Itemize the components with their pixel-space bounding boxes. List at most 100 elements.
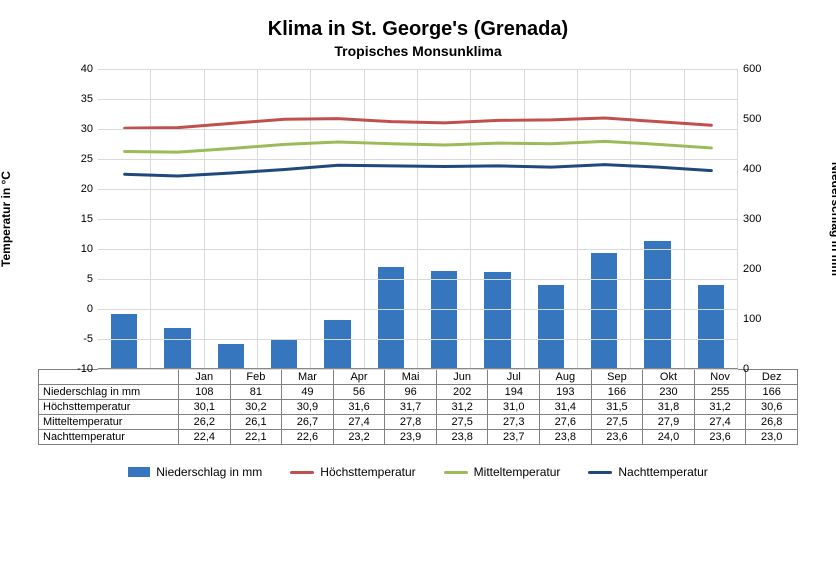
y1-tick: 40: [58, 63, 93, 75]
table-cell: 26,8: [746, 415, 798, 430]
legend-item: Niederschlag in mm: [128, 465, 262, 479]
y1-axis-label: Temperatur in °C: [0, 171, 13, 267]
table-cell: 27,3: [488, 415, 540, 430]
table-cell: 23,6: [694, 430, 746, 445]
table-cell: 194: [488, 385, 540, 400]
y1-tick: 35: [58, 93, 93, 105]
table-cell: 31,4: [540, 400, 592, 415]
legend-line-swatch: [588, 471, 612, 474]
table-cell: 23,9: [385, 430, 437, 445]
night-line: [125, 165, 712, 176]
table-cell: 27,8: [385, 415, 437, 430]
y1-tick: 15: [58, 213, 93, 225]
month-header: Jan: [179, 370, 231, 385]
high-line: [125, 118, 712, 128]
month-header: Mar: [282, 370, 334, 385]
table-cell: 23,0: [746, 430, 798, 445]
y2-tick: 300: [743, 213, 778, 225]
gridline: [98, 249, 738, 250]
legend-bar-swatch: [128, 467, 150, 477]
y1-tick: 0: [58, 303, 93, 315]
table-cell: 27,4: [333, 415, 385, 430]
table-cell: 31,5: [591, 400, 643, 415]
table-cell: 193: [540, 385, 592, 400]
table-cell: 23,8: [540, 430, 592, 445]
gridline: [98, 219, 738, 220]
month-header: Mai: [385, 370, 437, 385]
table-cell: 27,4: [694, 415, 746, 430]
table-cell: 26,7: [282, 415, 334, 430]
gridline: [98, 159, 738, 160]
table-cell: 24,0: [643, 430, 695, 445]
y2-tick: 400: [743, 163, 778, 175]
data-table: JanFebMarAprMaiJunJulAugSepOktNovDezNied…: [38, 369, 798, 445]
table-cell: 108: [179, 385, 231, 400]
chart-title: Klima in St. George's (Grenada): [20, 18, 816, 41]
table-cell: 23,6: [591, 430, 643, 445]
table-cell: 23,8: [436, 430, 488, 445]
table-row: Mitteltemperatur26,226,126,727,427,827,5…: [39, 415, 798, 430]
legend-line-swatch: [290, 471, 314, 474]
y1-tick: 25: [58, 153, 93, 165]
table-cell: 26,1: [230, 415, 282, 430]
table-cell: 166: [591, 385, 643, 400]
y2-tick: 100: [743, 313, 778, 325]
table-cell: 166: [746, 385, 798, 400]
legend-label: Nachttemperatur: [618, 465, 707, 479]
month-header: Apr: [333, 370, 385, 385]
table-cell: 31,7: [385, 400, 437, 415]
table-cell: 30,1: [179, 400, 231, 415]
y2-tick: 0: [743, 363, 778, 375]
chart-subtitle: Tropisches Monsunklima: [20, 43, 816, 59]
month-header: Jun: [436, 370, 488, 385]
table-cell: 31,2: [436, 400, 488, 415]
legend: Niederschlag in mmHöchsttemperaturMittel…: [20, 465, 816, 479]
table-cell: 26,2: [179, 415, 231, 430]
table-cell: 23,2: [333, 430, 385, 445]
month-header: Okt: [643, 370, 695, 385]
table-cell: 81: [230, 385, 282, 400]
y2-axis-label: Niederschlag in mm: [829, 162, 836, 276]
y1-tick: 30: [58, 123, 93, 135]
row-label: Niederschlag in mm: [39, 385, 179, 400]
gridline: [98, 99, 738, 100]
table-cell: 30,9: [282, 400, 334, 415]
month-header: Jul: [488, 370, 540, 385]
table-cell: 22,4: [179, 430, 231, 445]
row-label: Nachttemperatur: [39, 430, 179, 445]
table-cell: 22,1: [230, 430, 282, 445]
y1-tick: -10: [58, 363, 93, 375]
table-cell: 27,5: [591, 415, 643, 430]
gridline: [98, 189, 738, 190]
table-cell: 27,9: [643, 415, 695, 430]
table-cell: 27,6: [540, 415, 592, 430]
gridline: [98, 309, 738, 310]
table-cell: 255: [694, 385, 746, 400]
legend-line-swatch: [444, 471, 468, 474]
table-header-row: JanFebMarAprMaiJunJulAugSepOktNovDez: [39, 370, 798, 385]
table-cell: 23,7: [488, 430, 540, 445]
table-cell: 230: [643, 385, 695, 400]
chart-area: Temperatur in °C Niederschlag in mm -10-…: [38, 69, 798, 369]
row-label: Mitteltemperatur: [39, 415, 179, 430]
legend-label: Mitteltemperatur: [474, 465, 561, 479]
month-header: Feb: [230, 370, 282, 385]
legend-item: Mitteltemperatur: [444, 465, 561, 479]
table-cell: 31,0: [488, 400, 540, 415]
table-cell: 31,8: [643, 400, 695, 415]
gridline: [98, 279, 738, 280]
table-cell: 31,6: [333, 400, 385, 415]
plot-region: -10-505101520253035400100200300400500600: [98, 69, 738, 369]
month-header: Nov: [694, 370, 746, 385]
mean-line: [125, 141, 712, 152]
month-header: Aug: [540, 370, 592, 385]
table-cell: 30,6: [746, 400, 798, 415]
table-cell: 31,2: [694, 400, 746, 415]
y1-tick: 20: [58, 183, 93, 195]
y1-tick: -5: [58, 333, 93, 345]
table-row: Niederschlag in mm1088149569620219419316…: [39, 385, 798, 400]
table-row: Nachttemperatur22,422,122,623,223,923,82…: [39, 430, 798, 445]
y2-tick: 600: [743, 63, 778, 75]
month-header: Sep: [591, 370, 643, 385]
table-cell: 22,6: [282, 430, 334, 445]
